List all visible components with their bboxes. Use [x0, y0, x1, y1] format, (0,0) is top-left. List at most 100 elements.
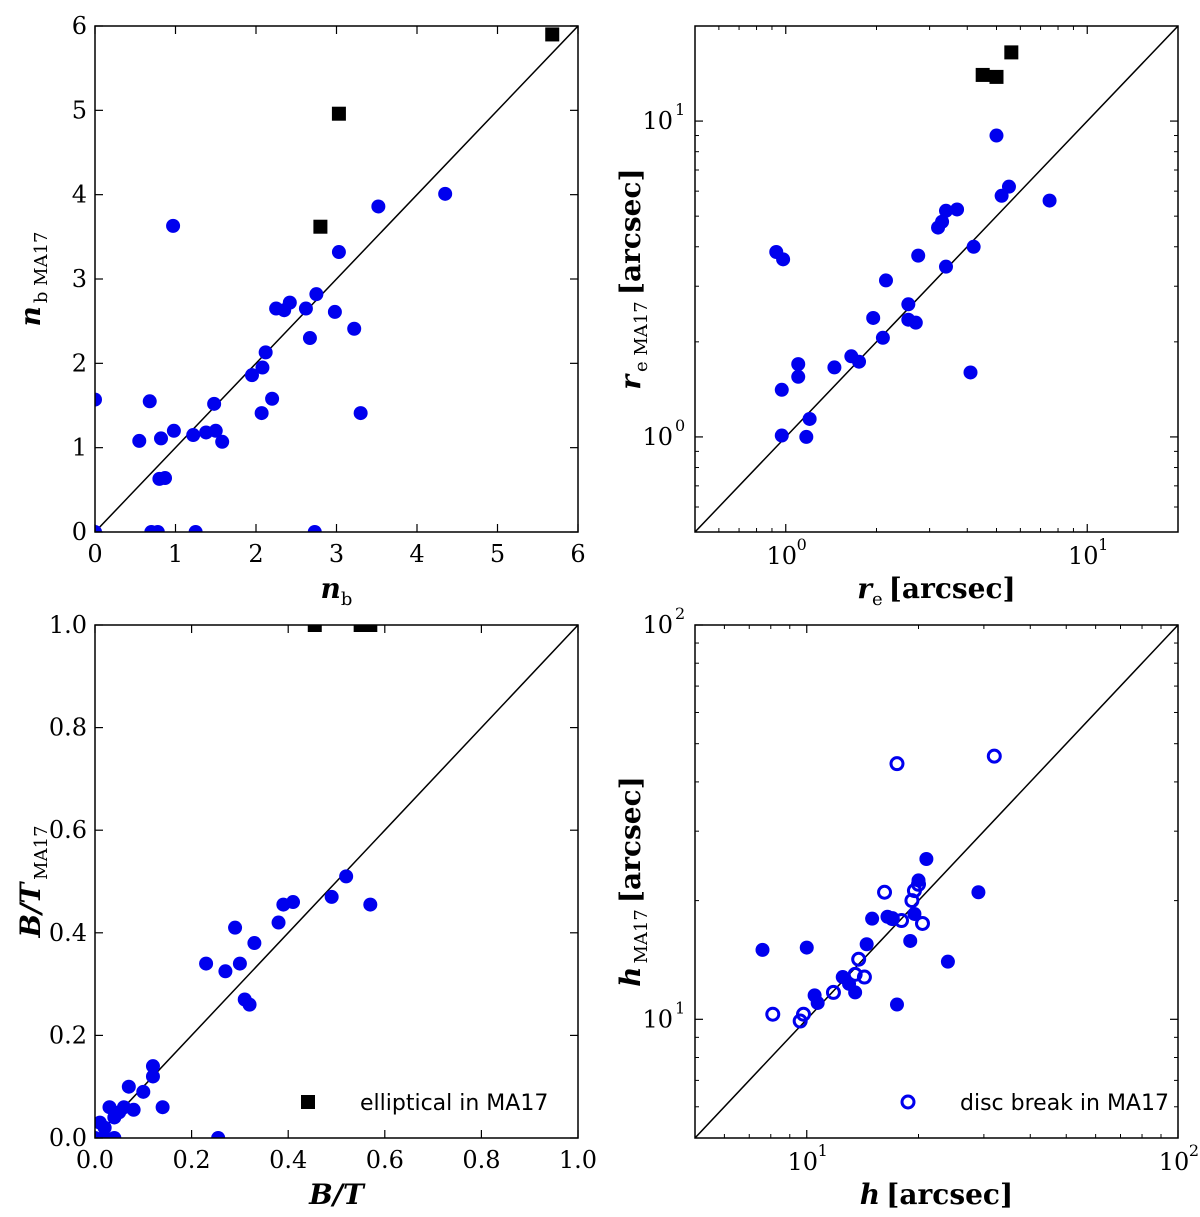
ytick-label-exp: 1	[675, 100, 685, 119]
identity-line-h	[695, 625, 1178, 1138]
point-3-open-circle-15	[986, 748, 1002, 764]
point-0-circle-0	[95, 392, 102, 407]
ytick-label: 2	[72, 349, 87, 377]
xtick-label-base: 10	[787, 1148, 818, 1176]
point-0-circle-15	[208, 423, 223, 438]
x-axis-label: re [arcsec]	[857, 572, 1016, 610]
y-axis-label: nb MA17	[14, 232, 52, 327]
frame-re	[694, 25, 1179, 533]
point-0-square-0	[313, 219, 328, 234]
x-axis-label-unit: [arcsec]	[889, 572, 1016, 605]
point-3-circle-15	[919, 852, 934, 867]
x-axis-label: B/T	[308, 1178, 366, 1211]
point-0-circle-10	[166, 423, 181, 438]
point-1-circle-28	[1042, 193, 1057, 208]
point-3-open-circle-0	[765, 1006, 781, 1022]
point-0-circle-17	[244, 368, 259, 383]
point-1-circle-16	[908, 315, 923, 330]
ytick-label: 4	[72, 181, 87, 209]
point-1-circle-20	[938, 203, 953, 218]
x-axis-label-unit: [arcsec]	[886, 1178, 1013, 1211]
point-1-circle-15	[901, 297, 916, 312]
point-3-open-circle-7	[877, 884, 893, 900]
point-2-circle-28	[363, 897, 378, 912]
legend-bt: elliptical in MA17	[301, 1091, 548, 1116]
point-3-open-circle-legend	[900, 1094, 916, 1110]
xtick-label: 0.8	[462, 1146, 500, 1174]
point-0-circle-18	[254, 406, 269, 421]
point-0-circle-2	[132, 433, 147, 448]
point-3-open-circle-10	[894, 913, 910, 929]
point-3-circle-1	[799, 940, 814, 955]
y-axis-label: re MA17 [arcsec]	[614, 168, 652, 390]
y-axis-label-unit: [arcsec]	[614, 776, 647, 903]
ytick-label: 5	[72, 96, 87, 124]
ytick-label-base: 10	[642, 107, 673, 135]
point-0-circle-20	[258, 345, 273, 360]
ytick-label-exp: 0	[675, 416, 685, 435]
point-0-circle-34	[438, 186, 453, 201]
xtick-label: 3	[329, 540, 344, 568]
legend-label: disc break in MA17	[960, 1091, 1169, 1116]
point-0-circle-27	[307, 525, 322, 532]
point-1-square-0	[975, 67, 990, 82]
x-axis-label-sub: e	[872, 589, 883, 610]
point-0-circle-26	[302, 331, 317, 346]
xtick-label: 4	[409, 540, 424, 568]
point-2-circle-18	[228, 920, 243, 935]
point-2-circle-16	[211, 1131, 226, 1138]
point-1-circle-10	[852, 354, 867, 369]
point-2-square-1	[353, 625, 368, 632]
y-axis-label-sub: MA17	[631, 909, 652, 963]
ytick-label: 0.2	[49, 1021, 87, 1049]
point-2-circle-27	[339, 869, 354, 884]
point-0-circle-30	[331, 245, 346, 260]
point-0-circle-7	[158, 471, 173, 486]
point-0-circle-29	[327, 304, 342, 319]
y-axis-label: B/TMA17	[14, 825, 52, 938]
ytick-label: 0	[72, 518, 87, 546]
point-0-circle-14	[207, 396, 222, 411]
point-0-square-1	[331, 106, 346, 121]
x-axis-label-sub: b	[341, 589, 353, 610]
xtick-label: 0.2	[173, 1146, 211, 1174]
point-1-circle-5	[791, 357, 806, 372]
plot-area-nb	[95, 26, 578, 532]
frame-h	[694, 624, 1179, 1139]
y-axis-label-main: r	[614, 373, 647, 390]
ytick-label: 0.6	[49, 816, 87, 844]
xtick-label: 0.0	[76, 1146, 114, 1174]
point-2-square-0	[307, 625, 322, 632]
point-3-circle-12	[903, 933, 918, 948]
point-0-circle-24	[282, 295, 297, 310]
ytick-label: 0.4	[49, 919, 87, 947]
xtick-label: 0	[87, 540, 102, 568]
ytick-label: 0.8	[49, 714, 87, 742]
plot-area-re	[695, 26, 1178, 532]
point-0-circle-25	[298, 301, 313, 316]
ytick-label: 1	[72, 434, 87, 462]
point-1-square-2	[1004, 45, 1019, 60]
xtick-label-exp: 0	[797, 535, 807, 554]
xtick-label-exp: 1	[1098, 535, 1108, 554]
x-axis-label: nb	[321, 572, 353, 610]
point-0-circle-31	[347, 321, 362, 336]
ytick-label-exp: 1	[675, 998, 685, 1017]
x-axis-label-main: r	[857, 572, 874, 605]
point-0-square-2	[545, 27, 560, 42]
point-2-square-2	[363, 625, 378, 632]
xtick-label: 0.6	[366, 1146, 404, 1174]
point-1-circle-11	[866, 310, 881, 325]
ytick-label: 6	[72, 12, 87, 40]
point-1-circle-8	[827, 360, 842, 375]
point-0-circle-8	[154, 431, 169, 446]
point-0-circle-11	[186, 428, 201, 443]
point-3-circle-7	[859, 937, 874, 952]
point-1-circle-2	[774, 382, 789, 397]
y-axis-label-main: B/T	[14, 881, 47, 939]
x-axis-label-main: n	[321, 572, 341, 605]
point-0-circle-28	[309, 287, 324, 302]
